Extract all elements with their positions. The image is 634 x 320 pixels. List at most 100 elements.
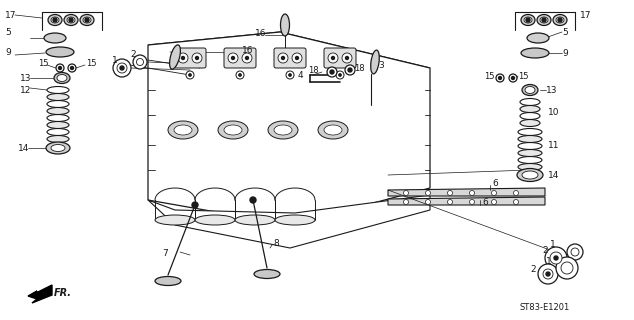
Circle shape (470, 190, 474, 196)
Text: 15: 15 (38, 59, 48, 68)
Circle shape (403, 199, 408, 204)
Circle shape (328, 53, 338, 63)
Ellipse shape (318, 121, 348, 139)
Circle shape (136, 59, 143, 66)
Circle shape (554, 256, 558, 260)
Text: 15: 15 (86, 59, 96, 68)
Ellipse shape (67, 17, 75, 23)
Circle shape (192, 53, 202, 63)
Ellipse shape (274, 125, 292, 135)
Circle shape (342, 53, 352, 63)
Text: 6: 6 (482, 197, 488, 206)
FancyBboxPatch shape (324, 48, 356, 68)
Ellipse shape (47, 129, 69, 135)
Ellipse shape (525, 86, 535, 93)
Polygon shape (388, 188, 545, 196)
Circle shape (470, 199, 474, 204)
Ellipse shape (47, 135, 69, 142)
Ellipse shape (83, 17, 91, 23)
Ellipse shape (524, 17, 532, 23)
Circle shape (278, 53, 288, 63)
Circle shape (228, 53, 238, 63)
Ellipse shape (174, 125, 192, 135)
Circle shape (339, 74, 342, 76)
Circle shape (561, 262, 573, 274)
FancyBboxPatch shape (224, 48, 256, 68)
Circle shape (117, 63, 127, 73)
Circle shape (558, 18, 562, 22)
Circle shape (514, 199, 519, 204)
Text: FR.: FR. (54, 288, 72, 298)
Circle shape (113, 59, 131, 77)
Circle shape (571, 248, 579, 256)
Ellipse shape (520, 119, 540, 126)
Circle shape (509, 74, 517, 82)
Ellipse shape (520, 113, 540, 119)
Ellipse shape (280, 14, 290, 36)
Ellipse shape (47, 86, 69, 93)
Circle shape (238, 74, 242, 76)
Ellipse shape (527, 33, 549, 43)
Circle shape (491, 199, 496, 204)
Circle shape (346, 57, 349, 60)
Text: 17: 17 (580, 11, 592, 20)
Circle shape (496, 74, 504, 82)
Text: 11: 11 (548, 140, 559, 149)
Text: 18: 18 (354, 63, 365, 73)
Text: 1: 1 (112, 55, 118, 65)
Text: 9: 9 (562, 49, 568, 58)
Ellipse shape (80, 14, 94, 26)
Circle shape (53, 18, 57, 22)
Ellipse shape (268, 121, 298, 139)
FancyBboxPatch shape (174, 48, 206, 68)
Circle shape (538, 264, 558, 284)
Circle shape (345, 65, 355, 75)
Circle shape (186, 71, 194, 79)
Ellipse shape (517, 169, 543, 181)
Ellipse shape (51, 17, 59, 23)
Circle shape (286, 71, 294, 79)
Ellipse shape (518, 129, 542, 135)
Circle shape (491, 190, 496, 196)
Circle shape (498, 76, 501, 79)
Text: 2: 2 (542, 245, 548, 254)
Ellipse shape (520, 106, 540, 113)
Text: 2: 2 (130, 50, 136, 59)
Circle shape (550, 252, 562, 264)
Circle shape (242, 53, 252, 63)
Circle shape (514, 190, 519, 196)
Ellipse shape (44, 33, 66, 43)
Ellipse shape (540, 17, 548, 23)
Circle shape (336, 71, 344, 79)
Text: 2: 2 (530, 266, 536, 275)
Circle shape (188, 74, 191, 76)
Circle shape (181, 57, 184, 60)
Circle shape (295, 57, 299, 60)
Text: 13: 13 (546, 85, 557, 94)
Circle shape (425, 190, 430, 196)
Ellipse shape (522, 171, 538, 179)
Text: 14: 14 (18, 143, 29, 153)
Circle shape (292, 53, 302, 63)
Circle shape (85, 18, 89, 22)
Text: 17: 17 (5, 11, 16, 20)
Text: 9: 9 (5, 47, 11, 57)
Text: 8: 8 (273, 238, 279, 247)
Ellipse shape (521, 14, 535, 26)
Circle shape (448, 190, 453, 196)
Circle shape (192, 202, 198, 208)
Polygon shape (28, 285, 52, 303)
Circle shape (58, 67, 61, 69)
Ellipse shape (371, 50, 379, 74)
Polygon shape (148, 32, 430, 225)
Circle shape (327, 67, 337, 77)
Text: ST83-E1201: ST83-E1201 (520, 303, 570, 313)
Text: 15: 15 (484, 71, 495, 81)
Ellipse shape (324, 125, 342, 135)
Ellipse shape (218, 121, 248, 139)
Text: 14: 14 (548, 171, 559, 180)
Circle shape (56, 64, 64, 72)
Ellipse shape (553, 14, 567, 26)
Circle shape (70, 67, 74, 69)
Ellipse shape (254, 269, 280, 278)
